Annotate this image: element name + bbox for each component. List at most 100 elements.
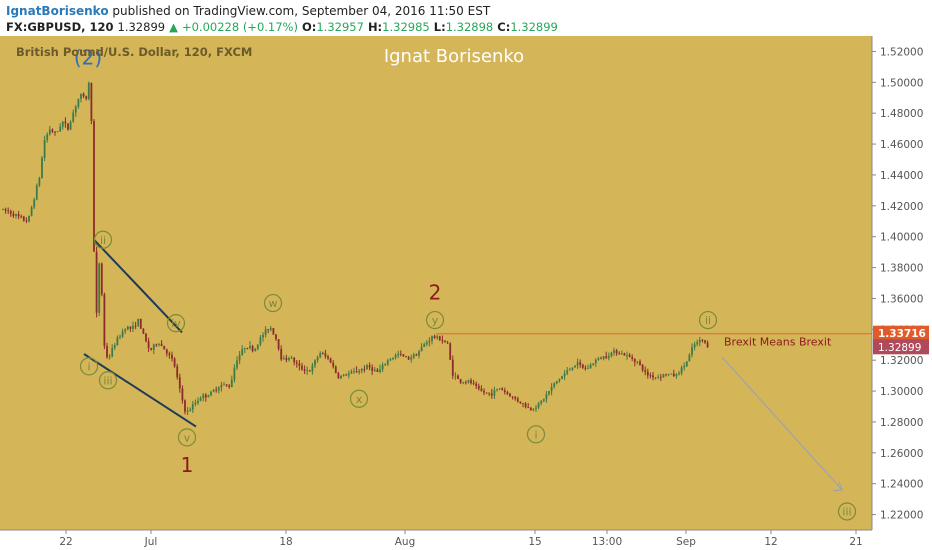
candle xyxy=(386,358,389,366)
candle-body xyxy=(701,340,704,341)
candle xyxy=(444,340,446,343)
price-chart[interactable]: Brexit Means Brexit(2)iiiviiiiv1wx2yiiii… xyxy=(0,36,932,550)
candle-body xyxy=(693,344,696,348)
candle xyxy=(319,351,322,359)
candle xyxy=(17,210,20,220)
candle-body xyxy=(537,403,540,408)
time-scale[interactable] xyxy=(0,530,872,550)
candle-body xyxy=(563,373,566,377)
projection-arrow-line xyxy=(721,356,843,491)
wave-circle-icon xyxy=(93,230,113,249)
candle-body xyxy=(405,356,407,358)
candle-body xyxy=(545,394,548,400)
candle xyxy=(605,351,608,360)
candle-body xyxy=(38,177,41,186)
candle-body xyxy=(532,408,535,410)
candle xyxy=(113,342,116,351)
candle xyxy=(462,381,465,385)
candle xyxy=(25,217,28,224)
candle xyxy=(535,405,537,412)
candle xyxy=(215,386,218,393)
candle xyxy=(607,352,610,361)
candle-body xyxy=(605,356,608,358)
wave-circle-icon xyxy=(698,310,718,330)
candle-body xyxy=(160,343,163,346)
price-scale[interactable] xyxy=(872,36,932,550)
candle xyxy=(459,378,462,384)
candle xyxy=(353,367,355,375)
candle xyxy=(7,207,10,215)
candle xyxy=(519,401,522,404)
candle-body xyxy=(262,334,264,338)
candle xyxy=(285,354,288,363)
wave-label: i xyxy=(534,428,537,441)
candle-body xyxy=(74,106,77,113)
candle-body xyxy=(158,343,160,345)
candle xyxy=(129,326,132,332)
candle-body xyxy=(168,353,171,355)
candle xyxy=(295,359,298,368)
candle xyxy=(644,366,647,376)
chart-title: British Pound/U.S. Dollar, 120, FXCM xyxy=(16,45,252,59)
candle xyxy=(696,339,699,347)
wave-label: y xyxy=(432,314,439,327)
wave-circle-icon xyxy=(263,293,283,313)
high-label: H: xyxy=(367,20,383,34)
candle xyxy=(613,347,615,356)
candle-body xyxy=(132,325,134,329)
candle xyxy=(308,369,311,372)
open-value: 1.32957 xyxy=(316,20,364,34)
candle xyxy=(87,81,90,101)
candle-body xyxy=(69,121,72,130)
candle-body xyxy=(431,336,433,341)
candle xyxy=(82,92,85,98)
candle xyxy=(433,334,436,339)
candle-body xyxy=(389,359,392,361)
candle xyxy=(207,394,210,398)
author-link[interactable]: IgnatBorisenko xyxy=(6,4,109,18)
candle xyxy=(379,364,381,374)
candle-body xyxy=(189,409,192,412)
candle-body xyxy=(503,390,506,392)
candle-body xyxy=(191,404,194,410)
candle xyxy=(641,364,644,373)
candle-body xyxy=(610,352,613,357)
candle-body xyxy=(246,348,249,349)
candle-body xyxy=(379,369,381,372)
wave-circle-icon xyxy=(166,314,186,333)
candle-body xyxy=(163,345,166,350)
candle xyxy=(345,373,348,376)
candle-body xyxy=(626,354,628,356)
candle xyxy=(561,375,563,380)
candle xyxy=(46,132,49,143)
close-value: 1.32899 xyxy=(510,20,558,34)
candle-body xyxy=(108,356,111,358)
candle xyxy=(236,356,238,370)
candle xyxy=(620,350,623,355)
candle xyxy=(496,388,498,392)
candle-body xyxy=(306,370,309,372)
x-tick-label: Aug xyxy=(395,536,416,548)
candle xyxy=(571,367,574,371)
candle xyxy=(639,359,641,366)
candle-body xyxy=(529,407,532,410)
candle-body xyxy=(384,364,387,366)
candle xyxy=(67,123,69,131)
candle-body xyxy=(181,388,184,401)
candle-body xyxy=(233,367,236,380)
symbol-label: FX:GBPUSD, 120 xyxy=(6,20,114,34)
y-tick-label: 1.30000 xyxy=(880,386,923,398)
candle-body xyxy=(275,334,277,340)
candle xyxy=(243,347,246,353)
candle-body xyxy=(171,354,173,359)
candle-body xyxy=(553,383,556,387)
candle xyxy=(254,347,257,352)
candle-body xyxy=(670,373,673,375)
candle xyxy=(672,369,675,377)
candle xyxy=(95,246,98,318)
wave-label: ii xyxy=(100,234,106,247)
candle-body xyxy=(618,353,621,355)
candle-body xyxy=(485,392,488,394)
last-price-label: 1.32899 xyxy=(878,342,921,354)
candle xyxy=(667,373,670,377)
